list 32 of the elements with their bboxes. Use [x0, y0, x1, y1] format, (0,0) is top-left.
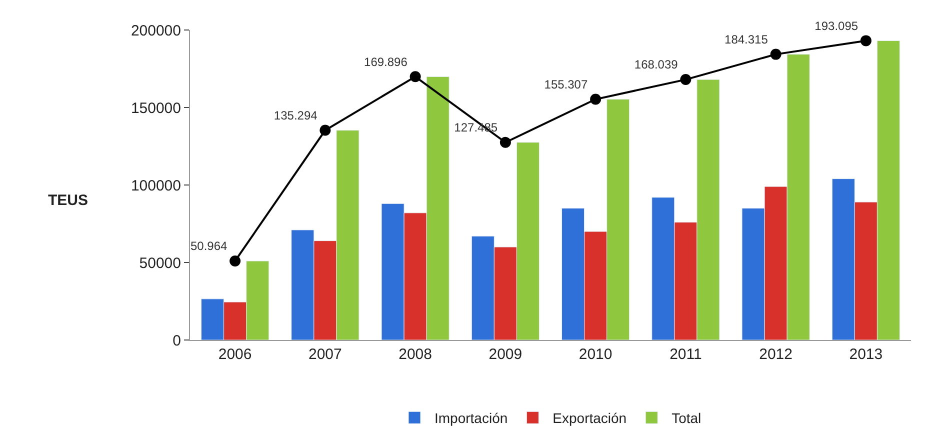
y-tick-label: 200000 [130, 22, 181, 40]
legend-label: Exportación [552, 410, 627, 426]
point [860, 35, 872, 46]
point [500, 136, 511, 148]
x-tick-label: 2008 [398, 346, 432, 363]
y-tick-label: 150000 [130, 100, 181, 117]
y-tick-label: 100000 [130, 177, 181, 194]
point [590, 94, 602, 105]
data-label: 169.896 [364, 54, 408, 69]
x-tick-label: 2013 [849, 346, 883, 363]
x-tick-label: 2009 [488, 346, 522, 363]
data-label: 155.307 [544, 77, 588, 92]
x-tick-label: 2006 [218, 346, 252, 363]
point [230, 256, 241, 267]
x-tick-label: 2010 [578, 346, 612, 363]
data-label: 184.315 [724, 32, 768, 46]
data-label: 168.039 [634, 58, 678, 72]
data-label: 50.964 [190, 239, 228, 254]
data-label: 135.294 [274, 108, 318, 122]
point [320, 124, 331, 136]
data-label: 193.095 [814, 18, 858, 33]
y-tick-label: 50000 [139, 254, 181, 272]
point [770, 48, 782, 60]
point [680, 74, 692, 86]
point [410, 71, 421, 82]
x-tick-label: 2011 [670, 346, 702, 363]
y-axis-title: TEUS [48, 192, 88, 209]
legend-label: Importación [434, 410, 508, 426]
y-tick-label: 0 [172, 332, 181, 350]
x-tick-label: 2012 [759, 346, 792, 363]
legend-label: Total [672, 410, 702, 426]
x-tick-label: 2007 [308, 346, 342, 363]
